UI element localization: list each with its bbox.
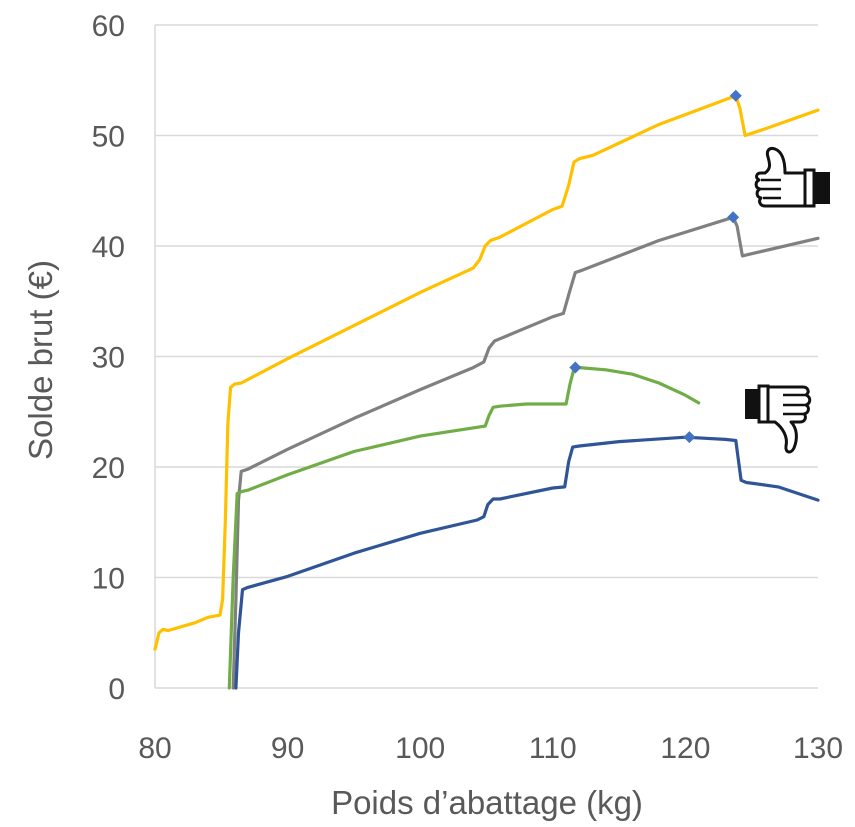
optimum-marker-1 (729, 89, 742, 102)
optimum-marker-2 (727, 211, 740, 224)
thumbs-up-icon (754, 147, 830, 208)
x-tick-label: 90 (271, 732, 304, 765)
y-tick-label: 40 (92, 231, 125, 264)
series-line-1 (153, 94, 820, 651)
y-tick-label: 20 (92, 452, 125, 485)
series-line-2 (231, 215, 820, 690)
optimum-marker-3 (569, 361, 582, 374)
y-tick-label: 30 (92, 342, 125, 375)
optimum-marker-4 (683, 431, 696, 444)
y-tick-label: 50 (92, 121, 125, 154)
x-tick-label: 120 (660, 732, 710, 765)
x-tick-label: 130 (793, 732, 843, 765)
thumbs-down-icon (745, 384, 812, 454)
optimum-markers (569, 89, 742, 444)
y-tick-label: 0 (108, 673, 125, 706)
y-tick-label: 60 (92, 10, 125, 43)
x-tick-label: 80 (138, 732, 171, 765)
y-axis-title: Solde brut (€) (22, 260, 59, 460)
x-tick-labels: 80 90 100 110 120 130 (138, 732, 843, 765)
gridlines (155, 24, 818, 579)
series-line-3 (227, 366, 701, 690)
x-tick-label: 100 (395, 732, 445, 765)
x-tick-label: 110 (529, 732, 577, 765)
y-tick-labels: 0 10 20 30 40 50 60 (92, 10, 125, 706)
series-line-4 (234, 435, 820, 690)
y-tick-label: 10 (92, 563, 125, 596)
series-lines (153, 94, 820, 690)
x-axis-title: Poids d’abattage (kg) (331, 784, 643, 821)
